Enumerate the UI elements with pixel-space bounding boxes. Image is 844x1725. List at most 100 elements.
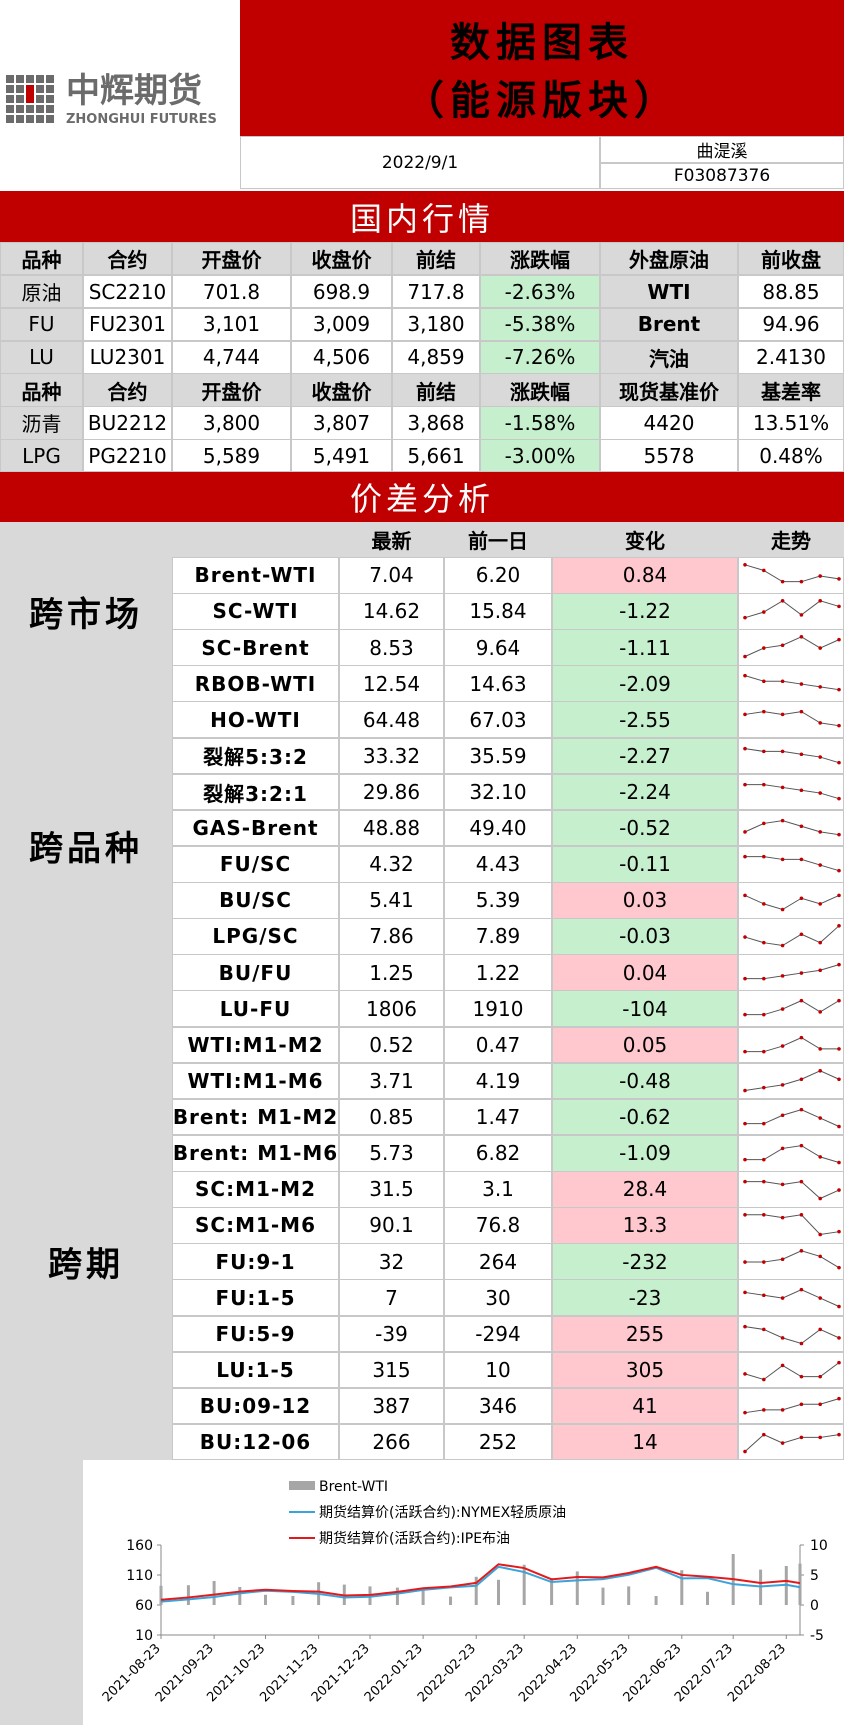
spread-change: -2.09	[552, 665, 738, 702]
spread-name: Brent: M1-M2	[172, 1098, 339, 1136]
sparkline	[743, 1107, 841, 1129]
sparkline-point	[743, 1157, 747, 1162]
sparkline-point	[743, 1088, 747, 1092]
sparkline-point	[818, 790, 822, 795]
bar	[159, 1585, 163, 1605]
sparkline-line	[744, 600, 840, 619]
bar	[550, 1578, 554, 1605]
sparkline-line	[744, 1433, 840, 1452]
spread-change: -2.24	[552, 773, 738, 811]
sparkline-point	[743, 1324, 747, 1328]
table-cell: BU2212	[83, 406, 172, 440]
sparkline	[743, 1213, 841, 1237]
sparkline-point	[799, 999, 804, 1003]
sparkline-point	[743, 782, 747, 787]
sparkline-point	[780, 599, 785, 603]
spread-latest: 14.62	[339, 593, 444, 630]
spread-change: 0.84	[552, 557, 738, 594]
table-cell: 沥青	[0, 406, 83, 440]
table-header: 合约	[83, 242, 172, 276]
sparkline-point	[799, 579, 804, 584]
sparkline-point	[762, 902, 766, 906]
spread-prev: 49.40	[444, 809, 552, 847]
trend-cell	[738, 1279, 844, 1316]
table-header: 前收盘	[738, 242, 844, 276]
sparkline-point	[818, 1296, 822, 1301]
sparkline-line	[745, 1108, 840, 1127]
sparkline-point	[799, 1143, 804, 1148]
spread-prev: 4.43	[444, 845, 552, 883]
trend-cell	[738, 1243, 844, 1280]
sparkline-point	[780, 1407, 785, 1412]
spread-name: GAS-Brent	[172, 809, 339, 847]
table-header: 基差率	[738, 373, 844, 407]
sparkline-point	[837, 963, 841, 967]
sparkline	[743, 924, 841, 948]
table-cell: 汽油	[600, 340, 738, 374]
group-label: 跨品种	[29, 829, 143, 870]
spread-prev: 1.22	[444, 954, 552, 991]
y-tick-label: 160	[126, 1538, 153, 1554]
sparkline-line	[744, 1361, 840, 1380]
sparkline-line	[745, 1000, 840, 1016]
table-cell: 4,744	[172, 340, 291, 374]
sparkline-point	[837, 577, 841, 581]
legend-label: Brent-WTI	[319, 1479, 388, 1495]
sparkline-point	[818, 1010, 822, 1015]
spread-prev: 0.47	[444, 1026, 552, 1064]
bar	[186, 1585, 190, 1605]
spread-name: FU:9-1	[172, 1243, 339, 1280]
spread-prev: 346	[444, 1387, 552, 1425]
trend-cell	[738, 845, 844, 883]
sparkline-point	[743, 854, 747, 859]
sparkline-line	[744, 1069, 840, 1091]
spread-change: 41	[552, 1387, 738, 1425]
trend-cell	[738, 1351, 844, 1389]
legend-label: 期货结算价(活跃合约):IPE布油	[319, 1530, 510, 1547]
sparkline-point	[837, 893, 841, 898]
table-cell: 3,101	[172, 307, 291, 342]
sparkline-point	[799, 932, 804, 937]
spread-change: 28.4	[552, 1171, 738, 1208]
group-label: 跨期	[48, 1244, 124, 1285]
sparkline	[743, 963, 841, 981]
spread-name: Brent-WTI	[172, 557, 339, 594]
sparkline-point	[780, 1215, 785, 1220]
spread-change: -0.48	[552, 1062, 738, 1100]
sparkline-point	[799, 1077, 804, 1081]
sparkline-line	[744, 1397, 840, 1413]
sparkline-line	[745, 964, 840, 980]
spread-latest: 387	[339, 1387, 444, 1425]
sparkline	[743, 1249, 841, 1270]
table-cell: FU2301	[83, 307, 172, 342]
table-header: 变化	[552, 522, 738, 557]
sparkline-point	[818, 863, 822, 867]
sparkline	[743, 999, 841, 1017]
table-header: 开盘价	[172, 242, 291, 276]
spread-latest: 90.1	[339, 1207, 444, 1244]
sparkline-point	[799, 613, 804, 617]
table-header: 涨跌幅	[480, 242, 600, 276]
sparkline-point	[799, 971, 804, 976]
table-cell: 2.4130	[738, 340, 844, 374]
spread-latest: 8.53	[339, 629, 444, 666]
table-header: 开盘价	[172, 373, 291, 407]
bar	[798, 1563, 802, 1605]
section-band: 国内行情	[0, 191, 844, 242]
sparkline	[743, 1360, 841, 1381]
sparkline-point	[837, 1305, 841, 1309]
spread-prev: 35.59	[444, 737, 552, 775]
spread-latest: 315	[339, 1351, 444, 1389]
sparkline	[743, 1432, 841, 1454]
spread-latest: 1.25	[339, 954, 444, 991]
sparkline-point	[837, 604, 841, 609]
trend-cell	[738, 1423, 844, 1461]
sparkline-point	[837, 1160, 841, 1165]
section-band: 价差分析	[0, 472, 844, 522]
trend-cell	[738, 918, 844, 955]
table-header: 前一日	[444, 522, 552, 557]
sparkline-point	[743, 654, 747, 659]
sparkline-point	[762, 1260, 766, 1265]
spread-name: RBOB-WTI	[172, 665, 339, 702]
